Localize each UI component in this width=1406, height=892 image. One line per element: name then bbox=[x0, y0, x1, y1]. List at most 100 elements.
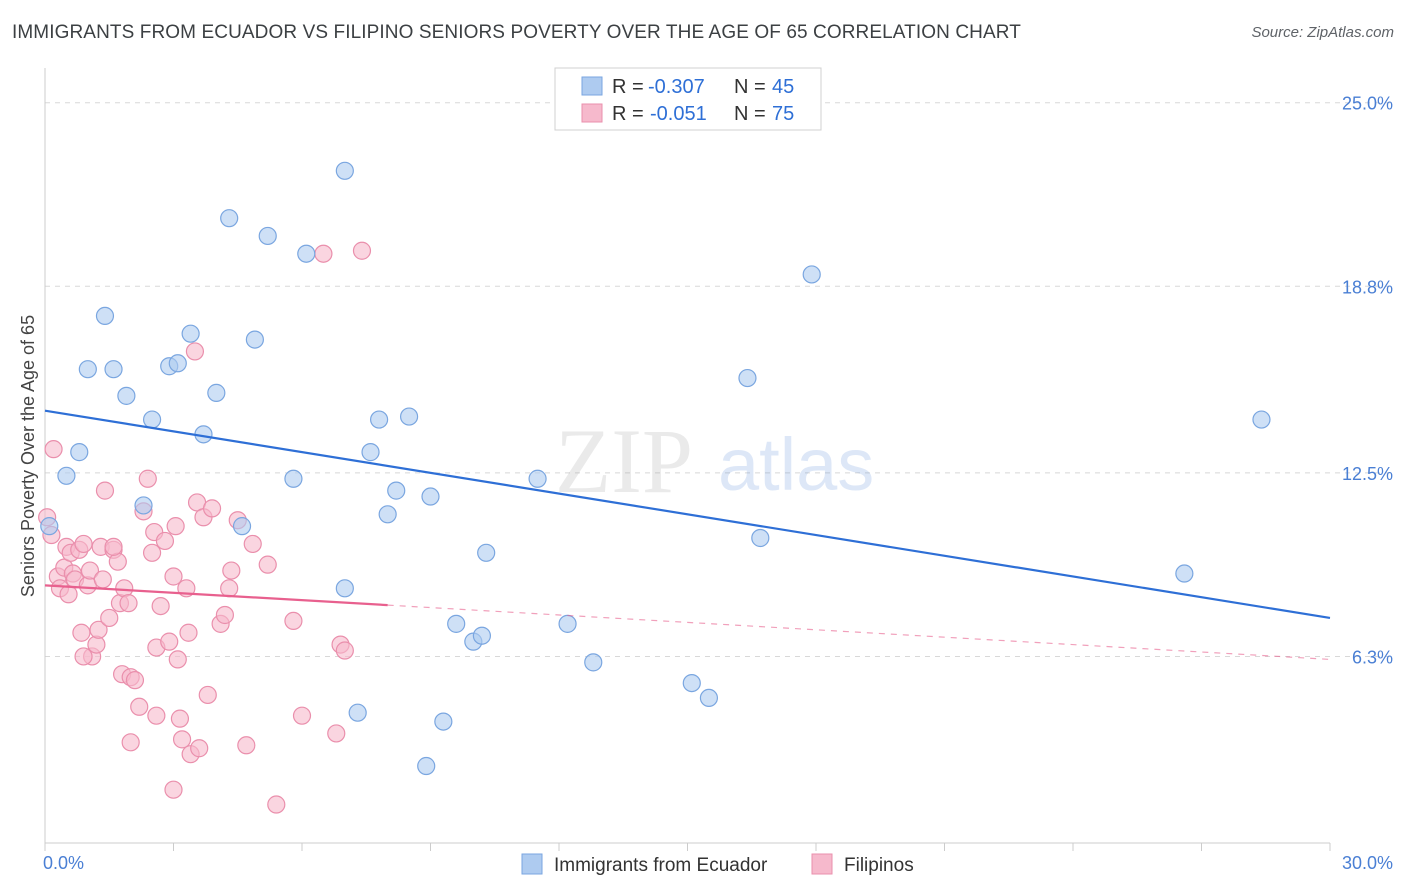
filipinos-point-21 bbox=[95, 481, 115, 500]
legend-r-value-ecuador: -0.307 bbox=[648, 76, 705, 98]
y-tick-labels: 6.3% 12.5% 18.8% 25.0% bbox=[1342, 94, 1393, 668]
watermark: ZIP atlas bbox=[555, 410, 874, 512]
filipinos-point-50 bbox=[190, 739, 209, 758]
y-tick-label-2: 18.8% bbox=[1342, 277, 1393, 297]
filipinos-point-30 bbox=[125, 671, 145, 690]
grid-lines bbox=[45, 102, 1392, 657]
filipinos-point-31 bbox=[130, 697, 149, 716]
filipinos-point-28 bbox=[119, 594, 138, 613]
filipinos-point-69 bbox=[352, 241, 372, 260]
x-ticks bbox=[44, 843, 1331, 851]
legend-box: R = -0.307 N = 45 R = -0.051 N = 75 bbox=[554, 67, 822, 131]
bottom-legend-label-filipinos: Filipinos bbox=[844, 855, 914, 876]
filipinos-point-53 bbox=[202, 499, 222, 518]
ecuador-point-21 bbox=[335, 579, 354, 598]
filipinos-point-2 bbox=[44, 440, 63, 459]
ecuador-point-43 bbox=[1252, 410, 1271, 429]
legend-swatch-ecuador bbox=[581, 76, 603, 96]
ecuador-point-44 bbox=[417, 756, 436, 776]
trend-line-ecuador bbox=[44, 409, 1331, 620]
ecuador-point-25 bbox=[378, 505, 397, 524]
ecuador-point-18 bbox=[284, 469, 303, 488]
ecuador-point-22 bbox=[348, 703, 367, 722]
trend-lines bbox=[44, 409, 1331, 661]
ecuador-point-13 bbox=[207, 383, 226, 402]
y-axis-label: Seniors Poverty Over the Age of 65 bbox=[18, 315, 38, 597]
legend-n-label-filipinos: N = bbox=[734, 103, 766, 125]
ecuador-point-17 bbox=[258, 226, 277, 246]
filipinos-point-68 bbox=[335, 641, 354, 660]
filipinos-point-34 bbox=[142, 543, 162, 562]
ecuador-point-29 bbox=[434, 712, 453, 731]
bottom-legend-swatch-ecuador bbox=[521, 853, 543, 875]
filipinos-point-48 bbox=[185, 342, 205, 361]
filipinos-point-42 bbox=[168, 650, 187, 669]
filipinos-point-52 bbox=[198, 685, 217, 705]
ecuador-point-33 bbox=[477, 543, 496, 562]
filipinos-point-70 bbox=[74, 647, 93, 666]
ecuador-point-6 bbox=[117, 386, 136, 405]
watermark-zip: ZIP bbox=[555, 410, 693, 512]
x-tick-labels: 0.0% 30.0% bbox=[43, 853, 1393, 873]
ecuador-point-32 bbox=[472, 626, 491, 645]
filipinos-point-60 bbox=[243, 534, 262, 554]
ecuador-point-7 bbox=[142, 410, 162, 429]
ecuador-points bbox=[40, 161, 1271, 776]
filipinos-point-20 bbox=[93, 570, 112, 589]
filipinos-point-40 bbox=[164, 567, 183, 586]
trend-line-filipinos-dashed bbox=[387, 604, 1331, 661]
ecuador-point-15 bbox=[232, 517, 252, 536]
ecuador-point-36 bbox=[584, 653, 603, 672]
filipinos-point-15 bbox=[80, 561, 100, 580]
ecuador-point-38 bbox=[699, 688, 719, 707]
filipinos-point-56 bbox=[220, 579, 239, 598]
legend-r-label-filipinos: R = bbox=[612, 103, 644, 125]
filipinos-point-37 bbox=[151, 597, 170, 616]
watermark-atlas: atlas bbox=[718, 423, 874, 506]
filipinos-points bbox=[38, 241, 372, 814]
legend-swatch-filipinos bbox=[581, 103, 603, 123]
ecuador-point-20 bbox=[335, 161, 354, 180]
filipinos-point-13 bbox=[74, 534, 93, 554]
filipinos-point-44 bbox=[172, 730, 192, 749]
ecuador-point-40 bbox=[751, 528, 770, 548]
ecuador-point-26 bbox=[387, 481, 406, 500]
filipinos-point-57 bbox=[222, 561, 241, 580]
ecuador-point-28 bbox=[421, 487, 440, 506]
legend-n-label-ecuador: N = bbox=[734, 76, 766, 98]
bottom-legend: Immigrants from Ecuador Filipinos bbox=[521, 853, 914, 876]
filipinos-point-65 bbox=[314, 244, 333, 263]
filipinos-point-46 bbox=[179, 623, 198, 642]
y-tick-label-1: 12.5% bbox=[1342, 464, 1393, 484]
ecuador-point-16 bbox=[245, 330, 264, 349]
ecuador-point-10 bbox=[168, 354, 187, 373]
ecuador-point-39 bbox=[738, 368, 757, 388]
ecuador-point-2 bbox=[70, 443, 89, 462]
filipinos-point-22 bbox=[100, 608, 119, 628]
filipinos-point-41 bbox=[166, 517, 185, 536]
ecuador-point-24 bbox=[370, 410, 389, 429]
ecuador-point-11 bbox=[181, 324, 200, 343]
filipinos-point-55 bbox=[215, 605, 234, 625]
ecuador-point-23 bbox=[361, 443, 380, 462]
ecuador-point-37 bbox=[682, 673, 701, 693]
filipinos-point-33 bbox=[138, 469, 157, 488]
y-tick-label-0: 6.3% bbox=[1352, 647, 1393, 667]
ecuador-point-41 bbox=[802, 265, 821, 284]
ecuador-point-35 bbox=[558, 614, 577, 633]
ecuador-point-30 bbox=[447, 614, 466, 633]
filipinos-point-12 bbox=[72, 623, 91, 642]
filipinos-point-73 bbox=[164, 780, 183, 799]
ecuador-point-5 bbox=[104, 360, 123, 379]
filipinos-point-39 bbox=[160, 632, 179, 651]
filipinos-point-72 bbox=[147, 706, 166, 725]
ecuador-point-27 bbox=[399, 407, 419, 426]
ecuador-point-3 bbox=[78, 360, 97, 379]
x-tick-label-0: 0.0% bbox=[43, 853, 84, 873]
filipinos-point-62 bbox=[267, 795, 286, 814]
filipinos-point-59 bbox=[237, 736, 256, 755]
ecuador-point-42 bbox=[1175, 564, 1194, 583]
filipinos-point-63 bbox=[284, 611, 303, 631]
ecuador-point-1 bbox=[57, 466, 76, 485]
